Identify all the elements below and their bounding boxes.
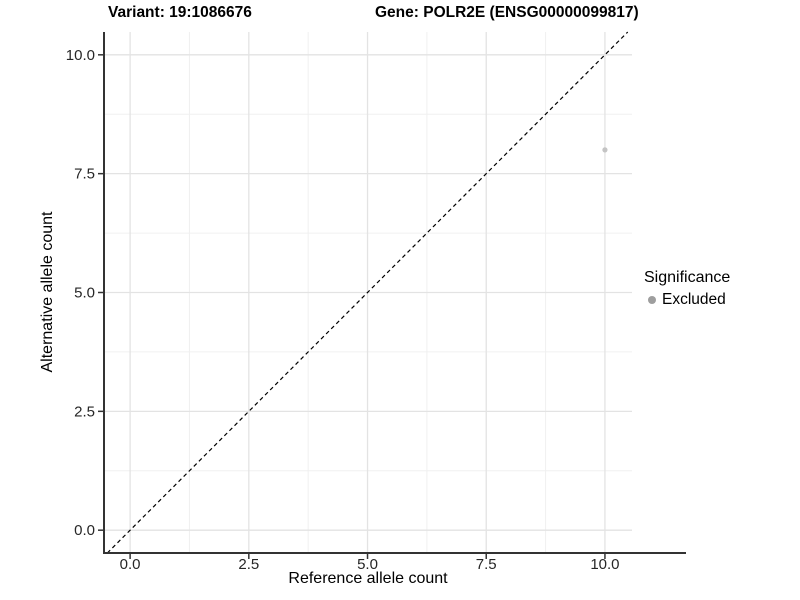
- x-axis-title: Reference allele count: [288, 570, 448, 587]
- x-tick-label: 5.0: [357, 556, 378, 573]
- plot-title-variant: Variant: 19:1086676: [108, 4, 252, 21]
- y-tick-label: 10.0: [66, 47, 95, 64]
- x-tick-label: 0.0: [120, 556, 141, 573]
- x-tick-label: 7.5: [476, 556, 497, 573]
- y-tick-label: 5.0: [74, 285, 95, 302]
- y-tick-label: 0.0: [74, 522, 95, 539]
- legend-item: Excluded: [644, 290, 730, 309]
- y-axis-title: Alternative allele count: [39, 211, 56, 373]
- plot-panel: 0.0 2.5 5.0 7.5 10.0 0.0 2.5 5.0 7.5 10.0: [66, 31, 686, 573]
- plot-title-gene: Gene: POLR2E (ENSG00000099817): [375, 4, 639, 21]
- x-tick-label: 2.5: [238, 556, 259, 573]
- data-point: [602, 147, 608, 153]
- y-tick-label: 7.5: [74, 166, 95, 183]
- x-tick-label: 10.0: [590, 556, 619, 573]
- legend: Significance Excluded: [644, 268, 730, 309]
- legend-key-point-icon: [648, 295, 656, 304]
- y-tick-label: 2.5: [74, 403, 95, 420]
- plot-area: 0.0 2.5 5.0 7.5 10.0 0.0 2.5 5.0 7.5 10.0: [66, 31, 686, 573]
- legend-item-label: Excluded: [662, 290, 726, 308]
- legend-title: Significance: [644, 269, 731, 286]
- legend-items: Excluded: [644, 290, 730, 309]
- identity-line: [106, 31, 629, 554]
